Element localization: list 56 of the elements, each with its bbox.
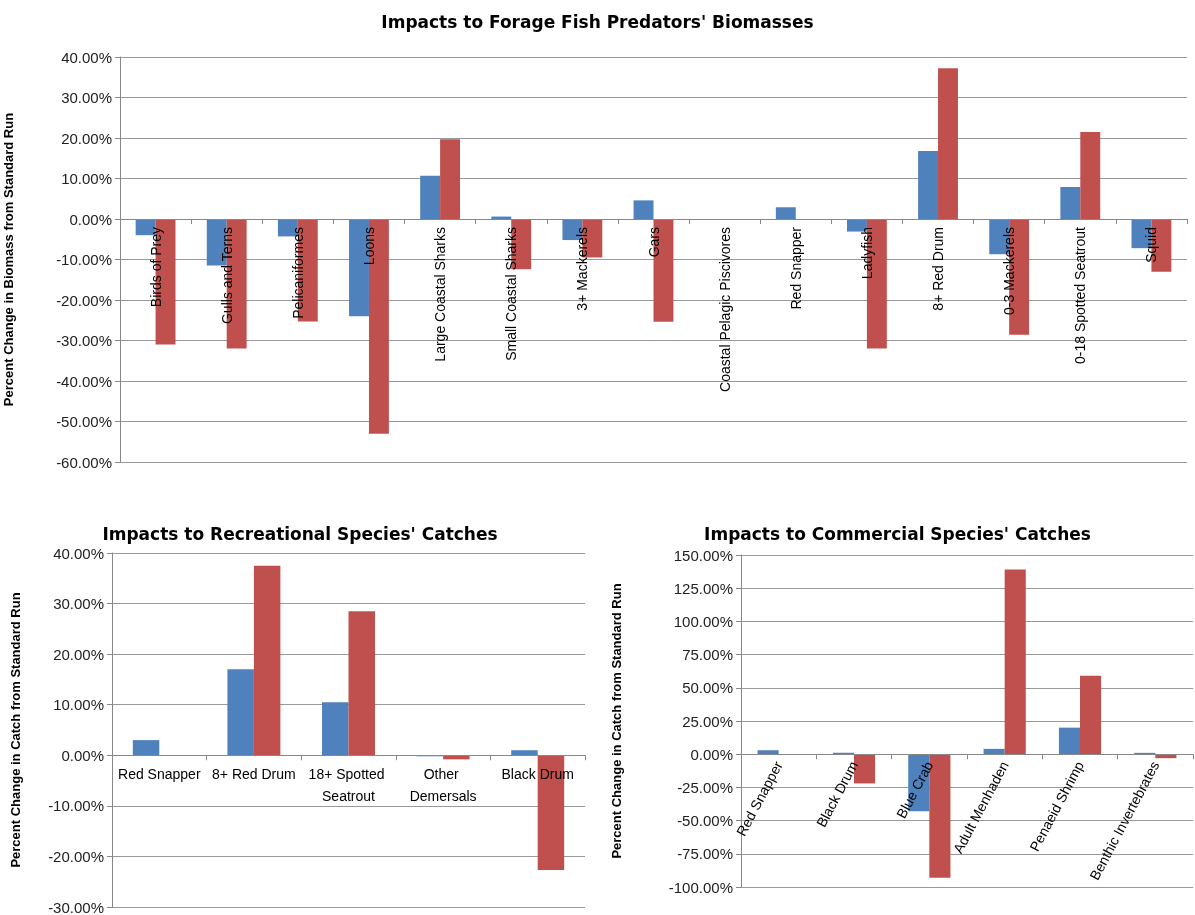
x-tick-label: 18+ Spotted Seatrout [308,766,389,805]
y-tick-label: 125.00% [673,579,733,597]
y-tick-label: -25.00% [677,778,733,796]
y-tick-label: 30.00% [53,595,104,613]
y-axis-title: Percent Change in Biomass from Standard Run [1,112,16,407]
y-tick-label: 0.00% [61,746,104,764]
y-tick-label: -20.00% [56,291,112,309]
y-tick-label: 0.00% [69,210,112,228]
chart-title: Impacts to Recreational Species' Catches [102,523,498,544]
y-tick-label: -10.00% [48,797,104,815]
x-tick-label: 0-3 Mackerels [1001,227,1018,315]
x-tick-label: Large Coastal Sharks [432,227,449,362]
chart-title: Impacts to Forage Fish Predators' Biomasses [381,11,814,32]
y-tick-label: -75.00% [677,845,733,863]
x-tick-label: Red Snapper [787,226,804,310]
y-tick-label: -10.00% [56,251,112,268]
x-tick-label: Ladyfish [858,227,875,280]
y-tick-label: 100.00% [673,612,733,630]
x-tick-label: Small Coastal Sharks [503,227,520,361]
x-tick-label: 0-18 Spotted Seatrout [1072,226,1089,364]
y-tick-label: 25.00% [682,712,733,730]
y-axis-title: Percent Change in Catch from Standard Run [609,583,624,859]
x-tick-label: 3+ Mackerels [574,227,591,311]
x-tick-label: Birds of Prey [147,227,164,308]
y-tick-label: -40.00% [56,372,112,390]
y-tick-label: -50.00% [56,413,112,430]
chart-title: Impacts to Commercial Species' Catches [704,523,1091,544]
x-tick-label: 8+ Red Drum [930,227,947,311]
x-tick-label: Blue Crab [893,758,937,821]
x-tick-label: Gulls and Terns [218,227,235,325]
y-tick-label: -20.00% [48,847,104,865]
y-tick-label: -60.00% [56,453,112,471]
y-tick-label: 20.00% [61,129,112,147]
y-tick-label: 20.00% [53,645,104,663]
y-tick-label: -30.00% [56,332,112,349]
y-tick-label: 10.00% [61,170,112,187]
y-tick-label: -30.00% [48,898,104,915]
x-tick-label: Coastal Pelagic Piscivores [716,227,733,392]
y-tick-label: 0.00% [690,745,733,763]
y-tick-label: 50.00% [682,679,733,697]
x-tick-label: Red Snapper [118,766,201,783]
x-tick-label: 8+ Red Drum [212,766,296,783]
x-tick-label: Gars [645,227,662,258]
y-axis-title: Percent Change in Catch from Standard Run [8,592,23,868]
y-tick-label: -50.00% [677,812,733,830]
x-tick-label: Other Demersals [409,766,477,805]
x-tick-label: Pelicaniformes [289,227,306,319]
x-tick-label: Squid [1143,227,1160,263]
y-tick-label: 75.00% [682,646,733,664]
y-tick-label: -100.00% [668,878,733,896]
y-tick-label: 150.00% [673,546,733,564]
y-tick-label: 40.00% [61,48,112,66]
x-tick-label: Loons [360,227,377,266]
y-tick-label: 10.00% [53,696,104,714]
y-tick-label: 40.00% [53,544,104,562]
y-tick-label: 30.00% [61,89,112,106]
